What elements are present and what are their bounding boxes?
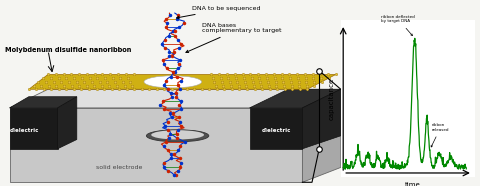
Text: ribbon deflected
by target DNA: ribbon deflected by target DNA [381, 15, 415, 36]
Bar [341, 20, 475, 177]
Polygon shape [302, 89, 341, 182]
Text: dielectric: dielectric [261, 128, 291, 133]
Polygon shape [58, 97, 77, 149]
Text: time: time [405, 182, 420, 186]
Text: DNA to be sequenced: DNA to be sequenced [177, 6, 261, 19]
Polygon shape [10, 108, 302, 182]
Text: capacitance: capacitance [328, 77, 334, 120]
Polygon shape [29, 74, 336, 89]
Ellipse shape [146, 130, 209, 142]
Text: DNA bases
complementary to target: DNA bases complementary to target [186, 23, 281, 52]
Text: Molybdenum disulfide nanoribbon: Molybdenum disulfide nanoribbon [5, 47, 131, 53]
Polygon shape [250, 108, 302, 149]
Text: ribbon
released: ribbon released [431, 123, 449, 147]
Polygon shape [302, 89, 341, 149]
Polygon shape [10, 97, 77, 108]
Text: solid electrode: solid electrode [96, 165, 143, 170]
Ellipse shape [144, 76, 202, 88]
Polygon shape [250, 89, 341, 108]
Text: dielectric: dielectric [9, 128, 39, 133]
Polygon shape [10, 89, 341, 108]
Polygon shape [10, 108, 58, 149]
Ellipse shape [151, 130, 204, 140]
